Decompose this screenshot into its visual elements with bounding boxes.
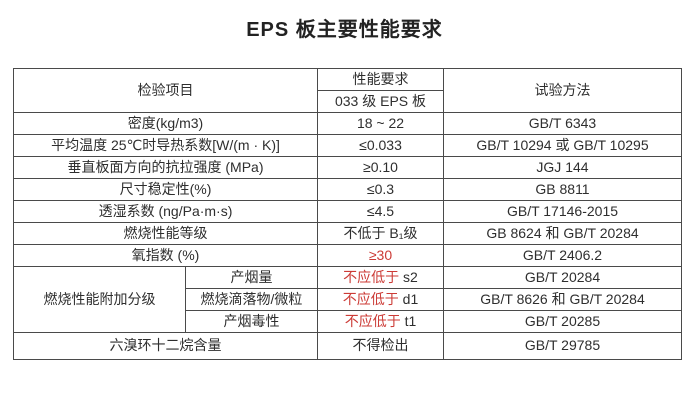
table-row-dimensional-stability: 尺寸稳定性(%) ≤0.3 GB 8811 — [13, 178, 682, 201]
header-performance-cell: 性能要求 — [317, 68, 444, 91]
method-cell: GB/T 10294 或 GB/T 10295 — [443, 134, 682, 157]
header-items-cell: 检验项目 — [13, 68, 318, 113]
table-row-fire-rating: 燃烧性能等级 不低于 B₁级 GB 8624 和 GB/T 20284 — [13, 222, 682, 245]
header-method-cell: 试验方法 — [443, 68, 682, 113]
table-row-hbcd-content: 六溴环十二烷含量 不得检出 GB/T 29785 — [13, 332, 682, 360]
item-cell: 燃烧滴落物/微粒 — [185, 288, 318, 311]
method-cell: GB/T 20285 — [443, 310, 682, 333]
method-cell: GB 8624 和 GB/T 20284 — [443, 222, 682, 245]
table-row-thermal-conductivity: 平均温度 25℃时导热系数[W/(m · K)] ≤0.033 GB/T 102… — [13, 134, 682, 157]
value-cell: ≥0.10 — [317, 156, 444, 179]
requirement-prefix: 不应低于 — [343, 268, 400, 285]
table-row-smoke-toxicity: 产烟毒性 不应低于 t1 GB/T 20285 — [14, 310, 682, 333]
requirement-grade: t1 — [400, 312, 417, 329]
value-cell: 不应低于 d1 — [317, 288, 444, 311]
method-cell: GB/T 20284 — [443, 266, 682, 289]
method-cell: GB/T 6343 — [443, 112, 682, 135]
value-cell: 18 ~ 22 — [317, 112, 444, 135]
item-cell: 垂直板面方向的抗拉强度 (MPa) — [13, 156, 318, 179]
group-label-cell: 燃烧性能附加分级 — [13, 266, 186, 333]
value-cell: ≤0.3 — [317, 178, 444, 201]
item-cell: 平均温度 25℃时导热系数[W/(m · K)] — [13, 134, 318, 157]
method-cell: GB/T 17146-2015 — [443, 200, 682, 223]
item-cell: 氧指数 (%) — [13, 244, 318, 267]
value-cell: 不低于 B₁级 — [317, 222, 444, 245]
item-cell: 尺寸稳定性(%) — [13, 178, 318, 201]
header-sub-row: 033 级 EPS 板 — [14, 90, 682, 113]
table-row-density: 密度(kg/m3) 18 ~ 22 GB/T 6343 — [13, 112, 682, 135]
table-row-vapor-permeability: 透湿系数 (ng/Pa·m·s) ≤4.5 GB/T 17146-2015 — [13, 200, 682, 223]
method-cell: GB/T 29785 — [443, 332, 682, 360]
header-performance-sub-cell: 033 级 EPS 板 — [317, 90, 444, 113]
item-cell: 燃烧性能等级 — [13, 222, 318, 245]
value-cell: 不应低于 s2 — [317, 266, 444, 289]
requirement-prefix: 不应低于 — [344, 312, 401, 329]
item-cell: 密度(kg/m3) — [13, 112, 318, 135]
value-cell: ≤0.033 — [317, 134, 444, 157]
requirement-prefix: 不应低于 — [342, 290, 399, 307]
table-row-tensile-strength: 垂直板面方向的抗拉强度 (MPa) ≥0.10 JGJ 144 — [13, 156, 682, 179]
method-cell: JGJ 144 — [443, 156, 682, 179]
table-row-smoke-production: 燃烧性能附加分级 产烟量 不应低于 s2 GB/T 20284 — [13, 266, 682, 333]
requirement-grade: s2 — [399, 268, 418, 285]
table-row-oxygen-index: 氧指数 (%) ≥30 GB/T 2406.2 — [13, 244, 682, 267]
method-cell: GB 8811 — [443, 178, 682, 201]
item-cell: 产烟毒性 — [185, 310, 318, 333]
requirement-grade: d1 — [398, 290, 419, 307]
value-cell: 不得检出 — [317, 332, 444, 360]
item-cell: 透湿系数 (ng/Pa·m·s) — [13, 200, 318, 223]
value-cell: 不应低于 t1 — [317, 310, 444, 333]
item-cell: 产烟量 — [185, 266, 318, 289]
item-cell: 六溴环十二烷含量 — [13, 332, 318, 360]
method-cell: GB/T 2406.2 — [443, 244, 682, 267]
page-title: EPS 板主要性能要求 — [246, 19, 443, 41]
value-cell: ≥30 — [317, 244, 444, 267]
header-row: 检验项目 性能要求 试验方法 — [13, 68, 682, 113]
method-cell: GB/T 8626 和 GB/T 20284 — [443, 288, 682, 311]
performance-requirements-table: 检验项目 性能要求 试验方法 033 级 EPS 板 密度(kg/m3) 18 … — [13, 68, 682, 360]
value-cell: ≤4.5 — [317, 200, 444, 223]
